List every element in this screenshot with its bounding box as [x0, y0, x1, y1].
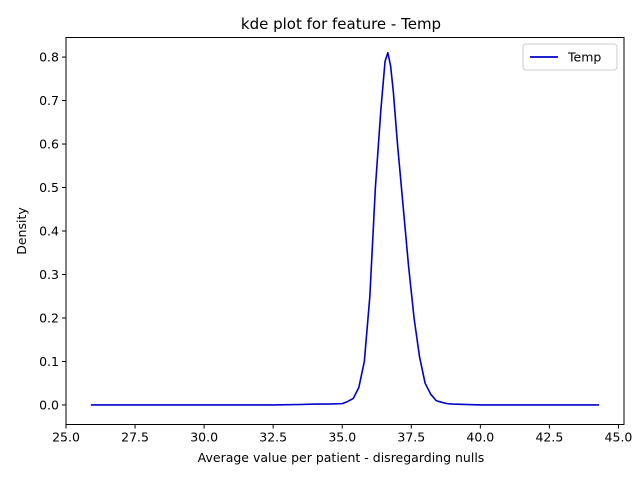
- x-axis: 25.0 27.5 30.0 32.5 35.0 37.5 40.0 42.5 45.0: [52, 424, 633, 445]
- x-tick-label: 32.5: [259, 430, 287, 445]
- x-tick-label: 35.0: [328, 430, 356, 445]
- y-tick-label: 0.5: [39, 180, 59, 195]
- y-axis: 0.0 0.1 0.2 0.3 0.4 0.5 0.6 0.7 0.8: [39, 50, 66, 412]
- x-tick-label: 37.5: [397, 430, 425, 445]
- x-tick-label: 42.5: [535, 430, 563, 445]
- x-tick-label: 45.0: [605, 430, 633, 445]
- legend: Temp: [522, 43, 618, 71]
- chart-title: kde plot for feature - Temp: [241, 15, 441, 33]
- x-tick-label: 25.0: [52, 430, 80, 445]
- y-tick-label: 0.3: [39, 267, 59, 282]
- y-tick-label: 0.0: [39, 397, 59, 412]
- y-tick-label: 0.7: [39, 93, 59, 108]
- y-tick-label: 0.2: [39, 310, 59, 325]
- y-tick-label: 0.6: [39, 137, 59, 152]
- legend-box: [522, 43, 618, 71]
- y-tick-label: 0.4: [39, 224, 59, 239]
- y-tick-label: 0.1: [39, 354, 59, 369]
- y-tick-label: 0.8: [39, 50, 59, 65]
- y-axis-title: Density: [14, 207, 29, 255]
- x-axis-title: Average value per patient - disregarding…: [198, 450, 485, 465]
- plot-area: [90, 51, 600, 406]
- series-line-temp: [90, 51, 600, 406]
- axes-frame: [65, 37, 625, 425]
- x-tick-label: 27.5: [121, 430, 149, 445]
- x-tick-label: 40.0: [466, 430, 494, 445]
- x-tick-label: 30.0: [190, 430, 218, 445]
- legend-label-temp: Temp: [567, 50, 601, 65]
